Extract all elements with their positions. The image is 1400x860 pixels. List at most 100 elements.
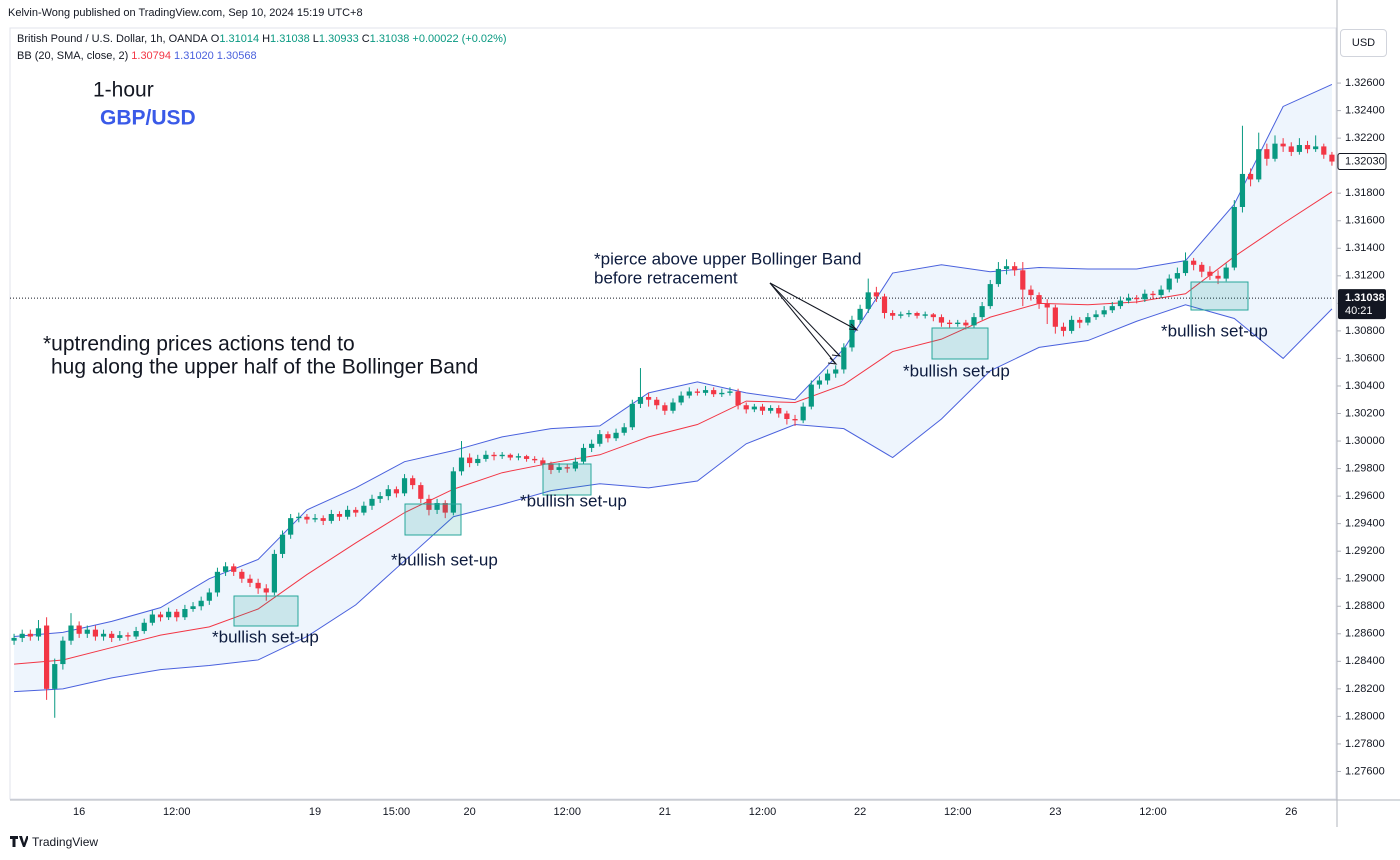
candle-body [109,633,115,638]
candle-body [166,611,172,618]
candle-body [1272,143,1278,159]
candle-body [1052,307,1058,327]
candle-body [491,454,497,457]
published-line: Kelvin-Wong published on TradingView.com… [8,7,363,19]
arrow [769,282,858,331]
candle-body [133,631,139,637]
y-tick-label: 1.30800 [1345,325,1385,337]
candle-body [1215,275,1221,279]
candle-body [1191,260,1197,265]
candle-body [979,306,985,318]
x-tick-label: 21 [659,806,671,818]
candle-body [92,629,99,637]
candle-body [174,611,180,618]
candle-body [361,505,367,513]
candle-body [483,454,489,459]
candle-body [589,443,595,448]
candle-body [784,413,790,420]
candle-body [963,322,969,326]
candle-body [1329,154,1335,162]
candle-body [222,566,229,572]
setup-box [1190,281,1249,311]
candle-body [442,502,448,513]
symbol: British Pound / U.S. Dollar, 1h, OANDA [17,33,208,45]
candle-body [906,312,912,315]
candle-body [816,380,823,385]
y-tick-label: 1.27800 [1345,738,1385,750]
candle-body [694,391,701,393]
candle-body [288,518,294,535]
x-tick-label: 23 [1049,806,1061,818]
candle-body [702,390,709,393]
candle-body [727,391,733,393]
candle-body [654,399,660,406]
candle-body [938,317,945,323]
y-tick-label: 1.32600 [1345,77,1385,89]
candle-body [768,407,774,411]
candle-body [312,518,318,520]
note: before retracement [594,268,738,287]
candle-body [800,406,806,421]
candle-body [100,633,107,637]
title-timeframe: 1-hour [93,79,154,102]
candle-body [1060,326,1067,331]
candle-body [1125,297,1132,301]
candle-body [385,489,391,497]
change: +0.00022 (+0.02%) [412,33,507,45]
candle-body [27,633,33,637]
candle-body [556,467,562,470]
candle-body [711,390,717,395]
candle-body [1166,278,1172,290]
candle-body [328,514,334,521]
setup-label: *bullish set-up [212,627,319,646]
x-tick-label: 20 [464,806,476,818]
candle-body [1003,266,1010,269]
y-tick-label: 1.27600 [1345,765,1385,777]
candle-body [515,456,522,458]
candle-body [1288,146,1294,152]
band-fill [14,84,1332,692]
ohlc-value: 1.31038 [270,33,310,45]
candle-body [336,514,343,517]
candle-body [499,454,505,457]
y-tick-label: 1.32200 [1345,132,1385,144]
candle-body [401,478,408,494]
candle-body [344,509,351,517]
candle-body [1182,260,1189,274]
candle-body [995,268,1002,285]
candle-body [84,629,90,634]
currency-button[interactable]: USD [1340,29,1387,57]
candle-body [60,640,66,665]
candle-body [263,588,269,593]
candle-body [1142,293,1148,300]
candle-body [1134,297,1140,300]
candle-body [523,456,530,459]
candle-body [19,633,25,638]
candle-body [377,496,383,499]
x-tick-label: 12:00 [163,806,191,818]
y-tick-label: 1.31600 [1345,215,1385,227]
candle-body [1313,146,1319,150]
candle-body [393,489,400,494]
y-tick-label: 1.32400 [1345,105,1385,117]
candle-body [1109,306,1115,311]
candle-body [833,369,839,374]
y-tick-label: 1.28000 [1345,710,1385,722]
candle-body [621,427,627,433]
setup-label: *bullish set-up [391,550,498,569]
setup-label: *bullish set-up [520,491,627,510]
x-tick-label: 12:00 [749,806,777,818]
candle-body [1174,273,1180,279]
candle-body [1239,173,1246,207]
logo [10,836,28,847]
candle-body [1069,319,1075,331]
candle-body [1321,146,1327,155]
candle-body [410,478,416,486]
candle-body [914,312,920,316]
y-tick-label: 1.31200 [1345,270,1385,282]
candle-body [458,457,465,472]
price-marker-label: 1.32030 [1345,155,1385,167]
candle-body [946,322,953,325]
y-tick-label: 1.28800 [1345,600,1385,612]
